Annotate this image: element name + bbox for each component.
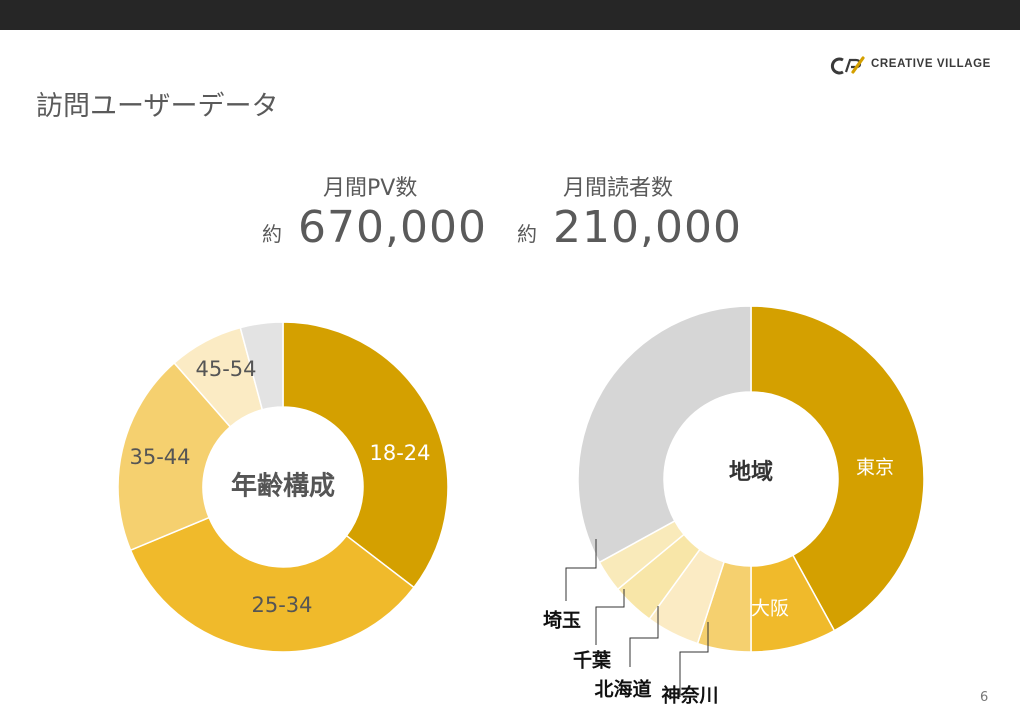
chart-2-slice-label-4: 北海道 (594, 678, 651, 701)
donut-chart-1: 18-24 25-34 35-44 45-54 年齢構成 (117, 321, 449, 653)
monthly-pv-label: 月間PV数 (323, 176, 418, 201)
chart-2-slice-label-3: 神奈川 (661, 684, 718, 707)
chart-2-slice-label-1: 東京 (856, 457, 894, 479)
page-title: 訪問ユーザーデータ (36, 91, 279, 122)
logo-text: CREATIVE VILLAGE (871, 58, 991, 70)
chart-1-slice-label-2: 25-34 (251, 593, 312, 617)
monthly-readers-value: 210,000 (553, 202, 742, 253)
chart-2-slice-1 (750, 305, 925, 632)
chart-2-leader-line-4 (629, 606, 659, 667)
monthly-pv-prefix: 約 (262, 222, 282, 246)
chart-1-slice-label-4: 45-54 (195, 357, 256, 381)
chart-2-leader-line-3 (679, 622, 709, 697)
chart-2-slice-7 (577, 305, 752, 564)
top-bar (0, 0, 1020, 30)
chart-1-slice-3 (117, 361, 232, 552)
page-number: 6 (980, 690, 989, 705)
monthly-readers-prefix: 約 (517, 222, 537, 246)
chart-1-center-label: 年齢構成 (231, 471, 335, 502)
chart-1-slice-label-1: 18-24 (369, 441, 430, 465)
logo: CREATIVE VILLAGE (829, 55, 999, 77)
chart-2-center-label: 地域 (729, 459, 773, 485)
chart-1-slice-label-3: 35-44 (129, 445, 190, 469)
chart-2-leader-line-6 (565, 539, 597, 601)
chart-2-slice-label-2: 大阪 (751, 598, 789, 620)
chart-1-slice-1 (282, 321, 449, 589)
chart-2-slice-label-5: 千葉 (573, 650, 612, 672)
chart-1-slice-2 (129, 516, 415, 653)
chart-2-slice-label-6: 埼玉 (543, 609, 581, 632)
creative-village-logo-icon (830, 56, 865, 75)
chart-1-slice-5 (239, 321, 284, 411)
chart-2-leader-line-5 (595, 589, 625, 645)
monthly-readers-label: 月間読者数 (563, 176, 674, 201)
monthly-pv-value: 670,000 (298, 202, 487, 253)
